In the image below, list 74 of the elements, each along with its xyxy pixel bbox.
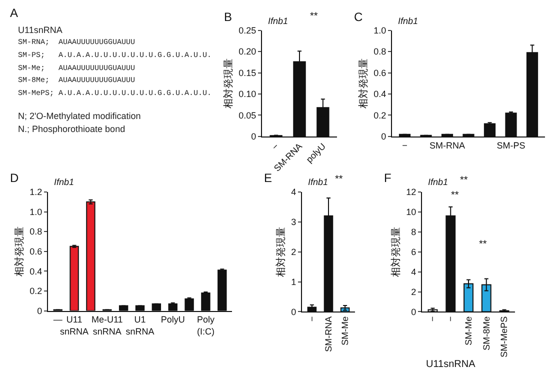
x-tick-label: − [446,316,456,322]
y-axis-title: 相対発現量 [390,226,402,277]
y-axis-title: 相対発現量 [358,58,370,108]
y-tick-label: 4 [411,266,416,277]
y-axis-title: 相対発現量 [275,226,288,277]
y-tick-label: 0.10 [238,89,256,100]
y-tick-label: 0 [291,306,296,317]
y-tick-label: 0 [381,132,386,142]
text: N.; Phosphorothioate bond [18,124,126,134]
chart-subtitle: Ifnb1 [268,16,288,26]
y-tick-label: 0 [37,306,42,316]
x-tick-label: − [428,316,438,322]
text: ** [335,174,343,185]
y-tick-label: 1.0 [30,206,42,217]
chart-subtitle: Ifnb1 [428,177,448,187]
y-tick-label: 3 [291,217,296,228]
y-tick-label: 0.15 [238,68,256,78]
chart-title: C [354,10,363,24]
x-tick-label: SM-MePS [499,316,510,358]
y-tick-label: 0.4 [374,89,386,100]
y-tick-label: 10 [406,207,416,218]
y-tick-label: 0.20 [238,46,256,57]
x-tick-label: U1 snRNA [126,314,154,336]
x-tick-label: − [402,140,408,150]
chart-subtitle: Ifnb1 [398,16,418,26]
y-tick-label: 1 [291,276,296,287]
text: ** [460,175,468,186]
x-tick-label: Poly (I:C) [196,314,215,336]
y-tick-label: 0.2 [30,286,42,296]
y-tick-label: 6 [411,247,416,257]
chart-title: D [10,171,19,185]
chart-title: B [224,10,232,24]
y-tick-label: 0.4 [30,266,42,276]
y-tick-label: 0 [411,306,416,317]
x-tick-label: SM-8Me [481,316,492,350]
y-tick-label: 4 [291,187,296,198]
y-tick-label: 8 [411,227,416,238]
text: A [10,6,18,20]
x-tick-label: − [306,316,317,322]
x-tick-label: SM-Me [463,316,474,346]
annotation: ** [479,239,487,250]
x-tick-label: U11 snRNA [60,314,89,336]
y-tick-label: 12 [406,187,416,198]
y-tick-label: 0.2 [374,110,386,120]
y-tick-label: 0.8 [374,46,386,57]
text: N; 2'O-Methylated modification [18,111,141,121]
y-axis-title: 相対発現量 [222,58,235,108]
y-tick-label: 0.25 [238,25,256,36]
x-tick-label: PolyU [160,314,185,325]
y-tick-label: 0.8 [30,226,42,237]
y-axis-title: 相対発現量 [14,226,26,276]
chart-title: E [264,171,272,185]
x-tick-label: − [270,141,281,152]
y-tick-label: 0.6 [374,68,386,78]
y-tick-label: 1.0 [374,25,386,36]
chart-title: F [384,171,392,185]
y-tick-label: 2 [291,247,296,257]
x-tick-label: SM-Me [340,316,350,346]
y-tick-label: 1.2 [30,187,42,198]
x-tick-label: SM-PS [496,140,526,150]
text: U11snRNA [426,359,476,370]
y-tick-label: 0.05 [238,110,256,120]
annotation: ** [451,190,459,201]
chart-subtitle: Ifnb1 [54,177,74,187]
chart-subtitle: Ifnb1 [308,177,328,187]
y-tick-label: 0 [251,132,256,142]
y-tick-label: 2 [411,286,416,297]
x-tick-label: — [53,314,62,325]
x-tick-label: Me-U11 snRNA [91,314,123,336]
text: ** [310,11,318,22]
x-tick-label: SM-RNA [323,316,334,352]
x-tick-label: SM-RNA [430,140,465,150]
text: U11snRNA [18,25,62,35]
y-tick-label: 0.6 [30,246,42,257]
